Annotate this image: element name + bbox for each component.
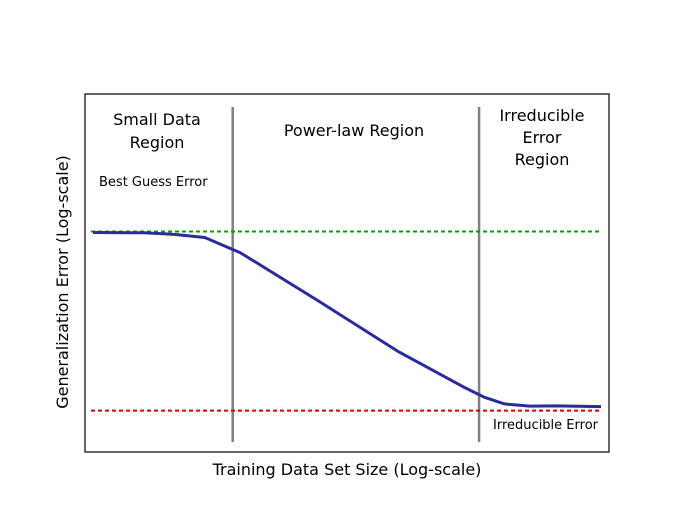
x-axis-label: Training Data Set Size (Log-scale) bbox=[212, 460, 482, 479]
error-curve-line bbox=[92, 231, 602, 409]
reference-lines bbox=[91, 230, 599, 412]
region-boundaries bbox=[231, 107, 481, 442]
region-label-small-data-line-1: Small Data bbox=[113, 110, 201, 129]
best-guess-error-label: Best Guess Error bbox=[99, 175, 208, 190]
region-label-power-law: Power-law Region bbox=[284, 121, 424, 140]
irreducible-error-label: Irreducible Error bbox=[493, 418, 599, 433]
y-axis-label: Generalization Error (Log-scale) bbox=[53, 155, 72, 409]
region-label-irreducible-line-1: Irreducible bbox=[499, 106, 584, 125]
series-group bbox=[92, 231, 602, 409]
region-label-irreducible-line-3: Region bbox=[515, 150, 570, 169]
region-label-small-data-line-2: Region bbox=[130, 133, 185, 152]
region-label-irreducible-line-2: Error bbox=[523, 128, 562, 147]
plot-frame bbox=[84, 93, 610, 453]
